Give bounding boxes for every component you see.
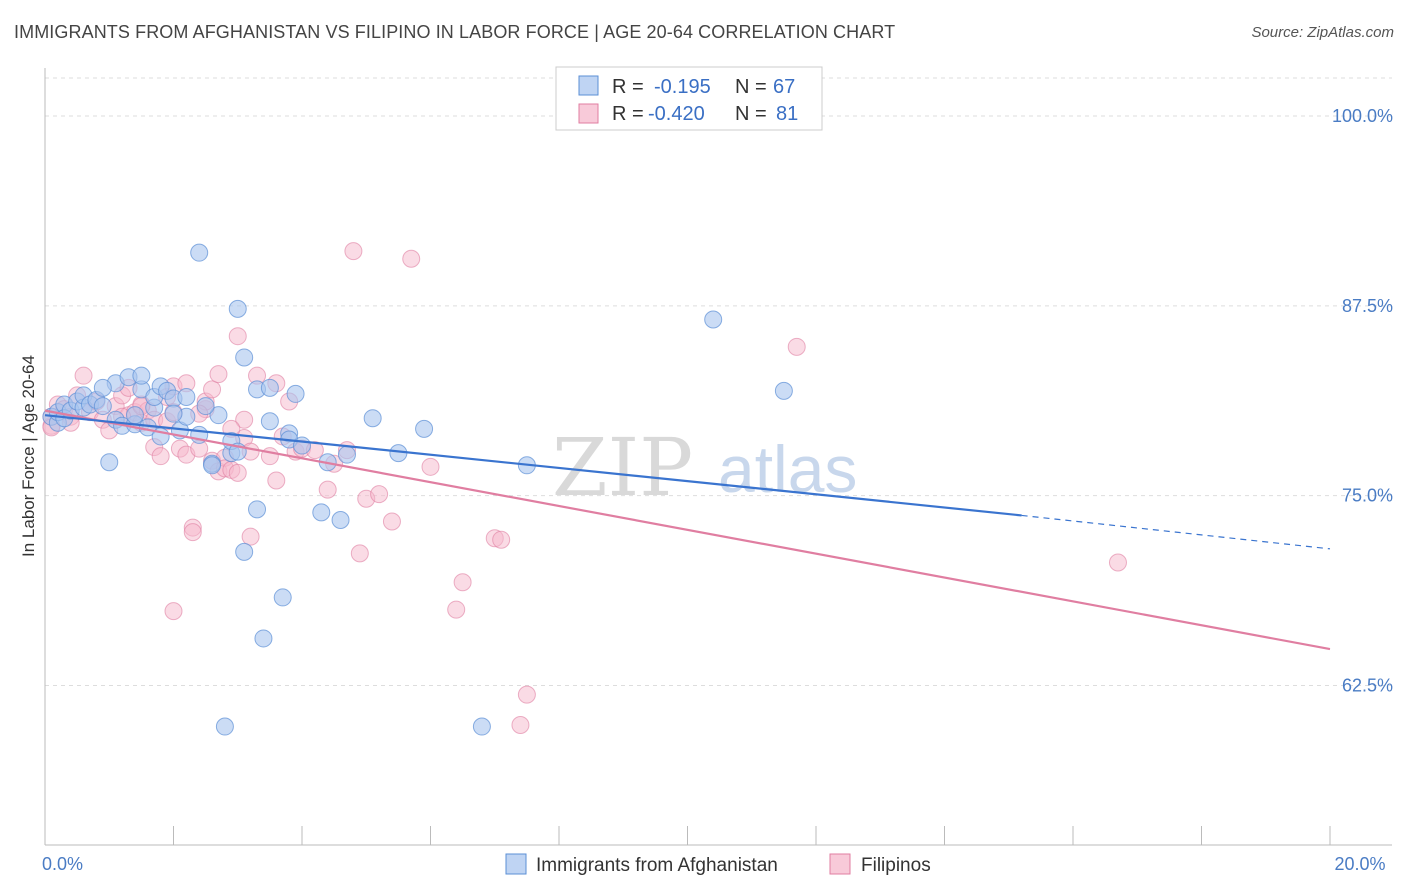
data-point-filipinos [228, 463, 247, 482]
y-tick-labels: 100.0% 87.5% 75.0% 62.5% [1332, 106, 1393, 696]
x-tick-labels: 0.0% 20.0% [42, 854, 1386, 874]
data-point-afghanistan [190, 243, 209, 262]
data-point-afghanistan [164, 404, 183, 423]
data-point-filipinos [517, 685, 536, 704]
bottom-legend-afghanistan: Immigrants from Afghanistan [536, 855, 778, 876]
data-point-afghanistan [472, 717, 491, 736]
data-point-afghanistan [774, 381, 793, 400]
data-point-filipinos [350, 544, 369, 563]
legend-n-label: N = [735, 76, 767, 98]
legend-r-label: R = [612, 76, 644, 98]
data-point-afghanistan [704, 310, 723, 329]
legend-r-filipinos: -0.420 [648, 103, 705, 125]
data-point-afghanistan [228, 299, 247, 318]
data-point-filipinos [74, 366, 93, 385]
legend-n-label: N = [735, 103, 767, 125]
data-point-filipinos [203, 380, 222, 399]
data-point-filipinos [318, 480, 337, 499]
data-point-afghanistan [93, 378, 112, 397]
data-point-filipinos [235, 410, 254, 429]
bottom-legend-filipinos: Filipinos [861, 855, 931, 876]
data-point-afghanistan [363, 409, 382, 428]
x-tick-label: 20.0% [1334, 854, 1385, 874]
data-point-filipinos [787, 337, 806, 356]
axes [44, 68, 1392, 846]
legend-n-afghanistan: 67 [773, 76, 795, 98]
data-point-afghanistan [273, 588, 292, 607]
data-point-afghanistan [132, 366, 151, 385]
data-point-afghanistan [286, 384, 305, 403]
x-tick-label: 0.0% [42, 854, 83, 874]
data-point-afghanistan [203, 456, 222, 475]
y-tick-label: 62.5% [1342, 676, 1393, 696]
series-afghanistan-points [42, 243, 793, 736]
data-point-filipinos [421, 457, 440, 476]
chart-source: Source: ZipAtlas.com [1251, 24, 1394, 41]
data-point-afghanistan [196, 397, 215, 416]
data-point-afghanistan [331, 510, 350, 529]
y-axis-label: In Labor Force | Age 20-64 [19, 355, 38, 557]
data-point-filipinos [228, 327, 247, 346]
data-point-afghanistan [260, 412, 279, 431]
bottom-legend-swatch-filipinos [829, 853, 851, 875]
data-point-filipinos [183, 523, 202, 542]
data-point-filipinos [402, 249, 421, 268]
data-point-afghanistan [293, 436, 311, 455]
data-point-afghanistan [254, 629, 273, 648]
data-point-afghanistan [415, 419, 434, 438]
trend-line-filipinos [44, 409, 1331, 651]
y-tick-label: 100.0% [1332, 106, 1393, 126]
data-point-filipinos [447, 600, 466, 619]
trend-line-afghanistan [44, 414, 1022, 517]
bottom-legend: Immigrants from Afghanistan Filipinos [505, 853, 931, 876]
legend-box: R = -0.195 N = 67 R = -0.420 N = 81 [555, 66, 823, 131]
data-point-filipinos [453, 573, 472, 592]
legend-n-filipinos: 81 [776, 103, 798, 125]
data-point-filipinos [241, 527, 260, 546]
y-tick-label: 75.0% [1342, 486, 1393, 506]
data-point-afghanistan [100, 453, 119, 472]
data-point-filipinos [492, 530, 511, 549]
watermark-atlas: atlas [718, 432, 857, 506]
y-tick-label: 87.5% [1342, 296, 1393, 316]
trend-line-afghanistan-extension [1021, 514, 1331, 550]
data-point-filipinos [267, 471, 286, 490]
data-point-filipinos [151, 447, 170, 466]
data-point-filipinos [511, 716, 530, 735]
chart-title: IMMIGRANTS FROM AFGHANISTAN VS FILIPINO … [14, 22, 896, 42]
data-point-afghanistan [215, 717, 234, 736]
data-point-afghanistan [260, 378, 279, 397]
data-point-afghanistan [177, 387, 196, 406]
data-point-filipinos [1108, 553, 1127, 572]
data-point-filipinos [382, 512, 401, 531]
data-point-afghanistan [337, 445, 356, 464]
data-point-afghanistan [209, 406, 228, 425]
grid-lines [45, 77, 1392, 687]
data-point-afghanistan [312, 503, 331, 522]
watermark-zip: ZIP [552, 421, 693, 514]
data-point-afghanistan [235, 542, 254, 561]
data-point-filipinos [344, 242, 363, 261]
legend-swatch-filipinos [578, 103, 599, 124]
bottom-legend-swatch-afghanistan [505, 853, 527, 875]
data-point-afghanistan [235, 348, 254, 367]
legend-r-afghanistan: -0.195 [654, 76, 711, 98]
legend-swatch-afghanistan [578, 75, 599, 96]
trend-lines [44, 409, 1331, 651]
data-point-filipinos [209, 365, 228, 384]
data-point-afghanistan [248, 500, 267, 519]
data-point-filipinos [370, 485, 389, 504]
data-point-filipinos [164, 602, 183, 621]
data-point-afghanistan [125, 406, 144, 425]
legend-r-label: R = [612, 103, 644, 125]
data-point-afghanistan [93, 397, 112, 416]
